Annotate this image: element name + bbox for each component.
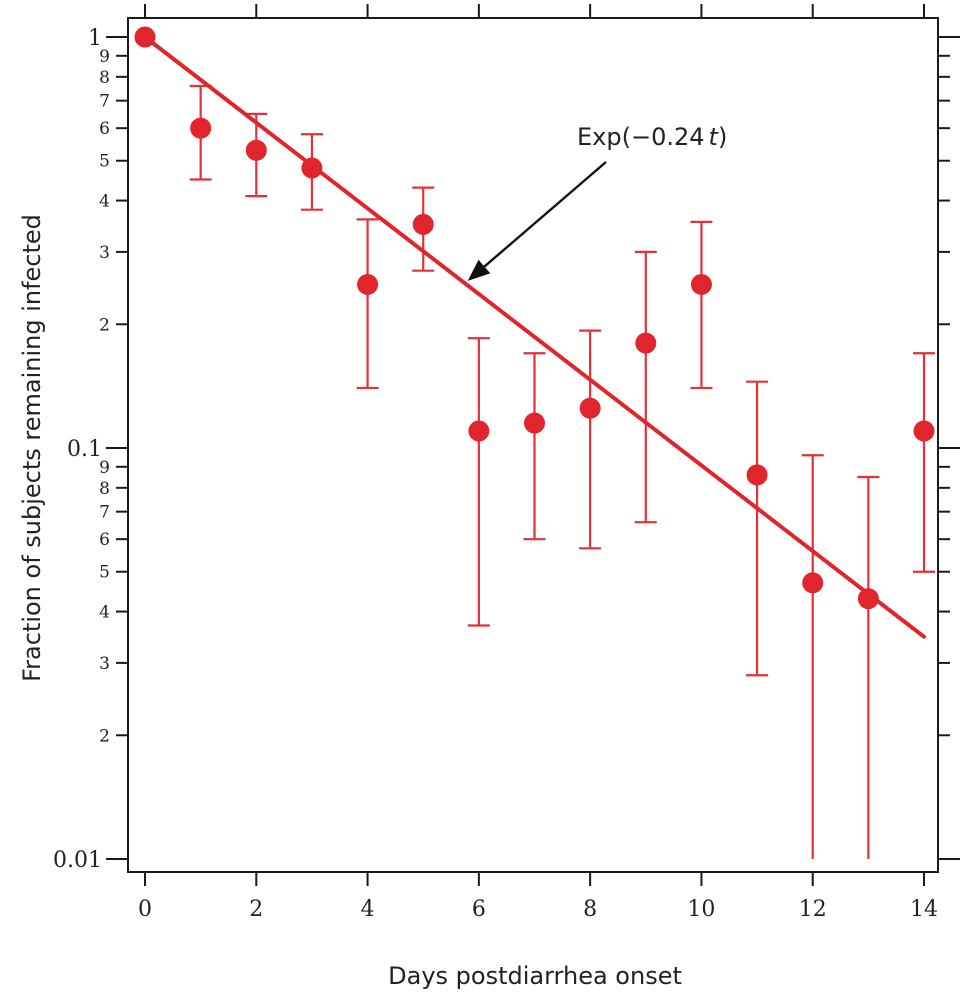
y-minor-tick-label: 4 [99,192,110,212]
fit-line [143,35,926,639]
y-minor-tick-label: 9 [99,458,110,478]
y-major-tick-label: 1 [88,26,102,51]
y-minor-tick-label: 2 [99,315,110,335]
data-point [468,420,490,442]
y-axis-title: Fraction of subjects remaining infected [18,214,46,682]
y-minor-tick-label: 5 [99,152,110,172]
x-tick-label: 6 [472,897,486,922]
data-point [635,332,657,354]
y-minor-tick-label: 3 [99,654,110,674]
data-point [802,572,824,594]
fit-curve [143,35,926,639]
data-point [690,273,712,295]
data-point [134,26,156,48]
x-tick-label: 12 [799,897,827,922]
data-point [190,117,212,139]
data-point [412,213,434,235]
data-points [134,26,935,610]
fit-annotation: Exp(−0.24 t) [467,123,727,281]
y-major-tick-label: 0.01 [53,848,102,873]
x-tick-label: 4 [361,897,375,922]
y-minor-tick-label: 6 [99,530,110,550]
x-axis-title: Days postdiarrhea onset [388,962,682,990]
y-minor-tick-label: 7 [99,92,110,112]
plot-frame [127,17,939,873]
y-major-tick-label: 0.1 [67,437,102,462]
x-tick-label: 10 [687,897,715,922]
y-minor-tick-label: 4 [99,603,110,623]
y-minor-tick-label: 6 [99,119,110,139]
data-point [524,412,545,434]
data-point [245,139,267,161]
fit-annotation-label: Exp(−0.24 t) [577,123,727,151]
annotation-arrowhead [467,259,491,281]
y-minor-tick-label: 5 [99,563,110,583]
data-point [857,588,879,610]
y-minor-tick-label: 7 [99,503,110,523]
error-bars [189,84,935,859]
y-minor-tick-label: 2 [99,726,110,746]
data-point [913,420,935,442]
y-minor-tick-label: 8 [99,68,110,88]
y-minor-tick-label: 9 [99,47,110,67]
y-minor-tick-label: 3 [99,243,110,263]
x-tick-label: 14 [910,897,938,922]
x-tick-label: 0 [138,897,152,922]
x-tick-label: 8 [583,897,597,922]
data-point [357,273,379,295]
y-minor-tick-label: 8 [99,479,110,499]
annotation-arrow [483,161,607,268]
data-point [746,464,768,486]
x-tick-label: 2 [249,897,263,922]
data-point [301,157,323,179]
data-point [579,397,601,419]
